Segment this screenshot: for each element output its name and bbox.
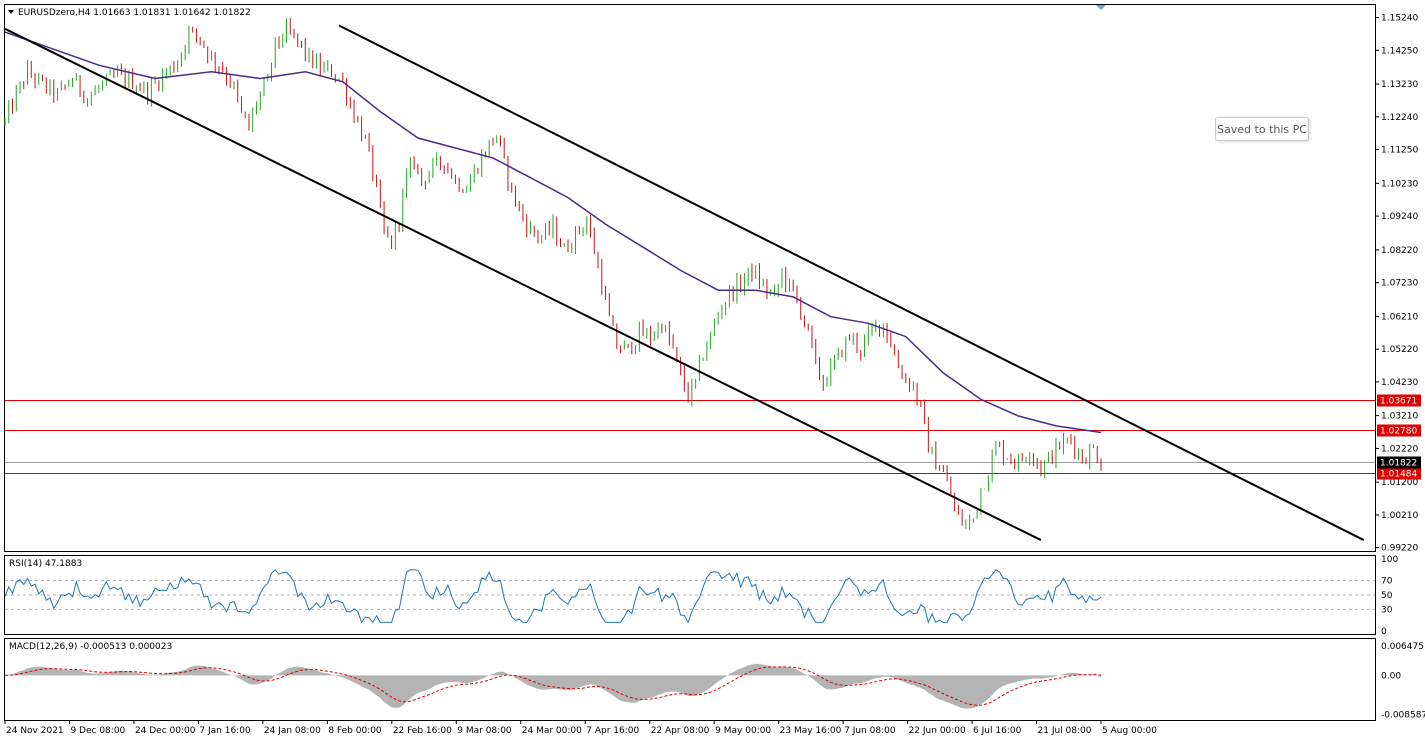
price-tick-label: 1.08220 xyxy=(1381,246,1418,256)
rsi-tick-label: 30 xyxy=(1381,605,1393,615)
price-tick-label: 1.05220 xyxy=(1381,345,1418,355)
price-tick-label: 1.13230 xyxy=(1381,80,1418,90)
price-tick-label: 1.09240 xyxy=(1381,212,1418,222)
scroll-marker-icon[interactable] xyxy=(1096,5,1106,10)
current-price-tag-label: 1.01822 xyxy=(1380,459,1417,469)
macd-tick-label: 0.006475 xyxy=(1381,642,1424,652)
price-level-tag xyxy=(1377,424,1421,437)
price-tick-label: 1.10230 xyxy=(1381,179,1418,189)
time-tick-label: 22 Feb 16:00 xyxy=(393,726,452,736)
price-tick-label: 1.07230 xyxy=(1381,279,1418,289)
macd-signal-line xyxy=(4,666,1102,706)
time-tick-label: 9 May 00:00 xyxy=(715,726,771,736)
time-tick-label: 24 Dec 00:00 xyxy=(135,726,196,736)
rsi-tick-label: 70 xyxy=(1381,577,1393,587)
saved-toast: Saved to this PC xyxy=(1215,117,1309,141)
time-tick-label: 24 Nov 2021 xyxy=(6,726,64,736)
time-tick-label: 7 Apr 16:00 xyxy=(586,726,639,736)
price-tick-label: 1.06210 xyxy=(1381,312,1418,322)
price-tick-label: 0.99220 xyxy=(1381,544,1418,554)
price-tick-label: 1.11250 xyxy=(1381,146,1418,156)
price-tick-label: 1.02220 xyxy=(1381,444,1418,454)
moving-average xyxy=(4,31,1102,434)
channel-lines xyxy=(4,24,1365,541)
current-price-tag xyxy=(1377,456,1421,469)
rsi-label: RSI(14) 47.1883 xyxy=(9,559,82,569)
price-tick-label: 1.01200 xyxy=(1381,478,1418,488)
rsi-tick-label: 50 xyxy=(1381,591,1393,601)
macd-pane-frame xyxy=(4,638,1376,721)
rsi-axis: 100 70 50 30 0 xyxy=(1381,555,1398,637)
time-tick-label: 23 May 16:00 xyxy=(780,726,842,736)
time-tick-label: 5 Aug 00:00 xyxy=(1102,726,1157,736)
time-axis: 24 Nov 2021 9 Dec 08:00 24 Dec 00:00 7 Jan … xyxy=(4,720,1157,736)
macd-axis: 0.006475 0.00 -0.008587 xyxy=(1381,642,1425,721)
rsi-line xyxy=(4,569,1102,624)
price-axis: 1.15240 1.14250 1.13230 1.12240 1.11250 1.102… xyxy=(1375,14,1418,554)
price-tick-label: 1.04230 xyxy=(1381,378,1418,388)
price-tick-label: 1.15240 xyxy=(1381,14,1418,24)
time-tick-label: 7 Jan 16:00 xyxy=(199,726,251,736)
time-tick-label: 24 Jan 08:00 xyxy=(264,726,321,736)
time-tick-label: 22 Apr 08:00 xyxy=(651,726,710,736)
macd-histogram xyxy=(5,663,1101,709)
time-tick-label: 21 Jul 08:00 xyxy=(1038,726,1092,736)
price-tick-label: 1.00210 xyxy=(1381,511,1418,521)
candles xyxy=(4,18,1102,530)
channel-line[interactable] xyxy=(338,24,1365,541)
channel-line[interactable] xyxy=(4,27,1042,541)
rsi-indicator xyxy=(4,569,1375,624)
horizontal-levels xyxy=(5,400,1375,474)
symbol-header: EURUSDzero,H4 1.01663 1.01831 1.01642 1.… xyxy=(18,8,251,18)
main-pane-frame xyxy=(4,4,1376,552)
price-tick-label: 1.12240 xyxy=(1381,113,1418,123)
time-tick-label: 24 Mar 00:00 xyxy=(522,726,582,736)
rsi-pane-frame xyxy=(4,555,1376,635)
macd-label: MACD(12,26,9) -0.000513 0.000023 xyxy=(9,642,172,652)
ma-line xyxy=(4,31,1102,434)
macd-indicator xyxy=(4,663,1102,709)
price-tick-label: 1.14250 xyxy=(1381,46,1418,56)
price-level-tag-label: 1.02780 xyxy=(1380,427,1417,437)
symbol-menu-icon[interactable] xyxy=(8,10,14,14)
time-tick-label: 9 Dec 08:00 xyxy=(70,726,125,736)
time-tick-label: 9 Mar 08:00 xyxy=(457,726,512,736)
time-tick-label: 6 Jul 16:00 xyxy=(973,726,1022,736)
price-tick-label: 1.03210 xyxy=(1381,412,1418,422)
time-tick-label: 22 Jun 00:00 xyxy=(909,726,966,736)
macd-tick-label: -0.008587 xyxy=(1381,710,1425,720)
macd-tick-label: 0.00 xyxy=(1381,671,1401,681)
price-level-tag xyxy=(1377,467,1421,480)
price-level-tag-label: 1.03671 xyxy=(1380,397,1417,407)
time-tick-label: 7 Jun 08:00 xyxy=(844,726,896,736)
time-tick-label: 8 Feb 00:00 xyxy=(328,726,382,736)
price-level-tag-label: 1.01484 xyxy=(1380,470,1417,480)
price-level-tag xyxy=(1377,394,1421,407)
rsi-tick-label: 0 xyxy=(1381,627,1387,637)
rsi-tick-label: 100 xyxy=(1381,555,1398,565)
